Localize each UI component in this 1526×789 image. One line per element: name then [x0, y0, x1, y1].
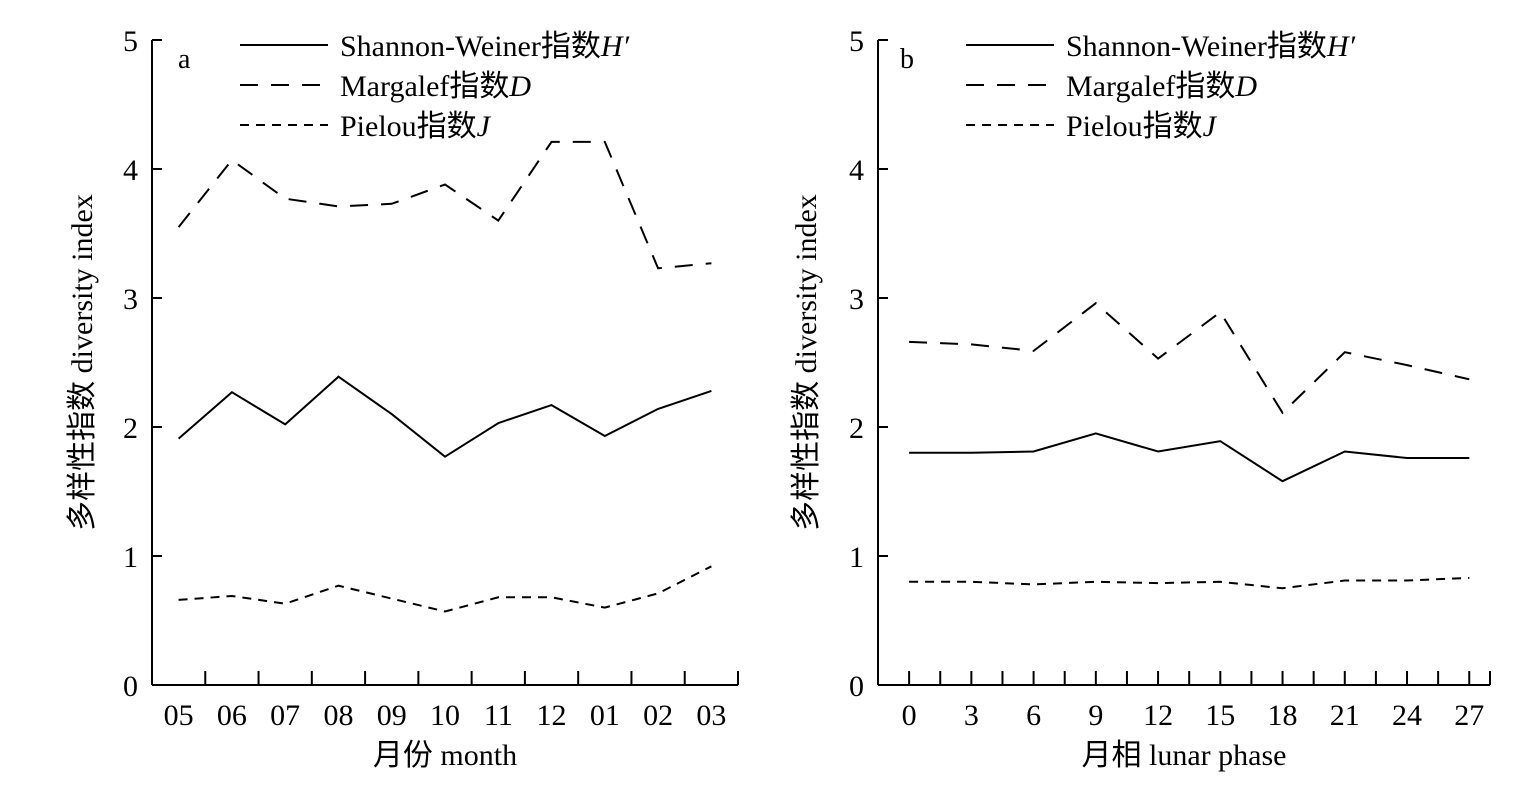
x-tick-label: 07	[270, 699, 300, 732]
y-tick-label: 3	[849, 283, 864, 316]
x-tick-label: 12	[537, 699, 567, 732]
series-line-solid	[177, 375, 712, 458]
series-line-solid	[909, 432, 1470, 483]
series-line-short-dash	[909, 576, 1470, 590]
x-tick-label: 09	[377, 699, 407, 732]
series-line-long-dash	[909, 301, 1470, 415]
series-line-short-dash	[178, 565, 712, 613]
x-tick-label: 03	[696, 699, 726, 732]
x-tick-label: 06	[217, 699, 247, 732]
y-axis-title: 多样性指数 diversity index	[66, 194, 99, 531]
y-tick-label: 0	[123, 670, 138, 703]
legend-label: Margalef指数D	[1066, 70, 1257, 103]
legend-label: Margalef指数D	[340, 70, 531, 103]
x-tick-label: 12	[1143, 699, 1173, 732]
y-tick-label: 3	[123, 283, 138, 316]
x-tick-label: 15	[1205, 699, 1235, 732]
x-tick-label: 3	[964, 699, 979, 732]
y-tick-label: 4	[849, 154, 864, 187]
x-tick-label: 01	[590, 699, 620, 732]
x-tick-label: 18	[1268, 699, 1298, 732]
legend-label: Shannon-Weiner指数H′	[340, 30, 630, 63]
x-tick-label: 08	[323, 699, 353, 732]
y-tick-label: 0	[849, 670, 864, 703]
panel-letter: b	[900, 44, 914, 75]
x-tick-label: 24	[1392, 699, 1422, 732]
legend-label: Pielou指数J	[1066, 110, 1218, 143]
x-tick-label: 11	[484, 699, 513, 732]
panel-letter: a	[178, 44, 191, 75]
x-tick-label: 9	[1088, 699, 1103, 732]
x-tick-label: 05	[164, 699, 194, 732]
legend-label: Shannon-Weiner指数H′	[1066, 30, 1356, 63]
y-tick-label: 2	[849, 412, 864, 445]
y-tick-label: 2	[123, 412, 138, 445]
series-line-long-dash	[177, 140, 712, 270]
x-tick-label: 10	[430, 699, 460, 732]
y-tick-label: 5	[849, 25, 864, 58]
x-axis-title: 月份 month	[373, 739, 517, 772]
x-tick-label: 21	[1330, 699, 1360, 732]
y-tick-label: 4	[123, 154, 138, 187]
x-tick-label: 27	[1454, 699, 1484, 732]
y-axis-title: 多样性指数 diversity index	[790, 194, 823, 531]
y-tick-label: 1	[123, 541, 138, 574]
x-tick-label: 0	[902, 699, 917, 732]
legend-label: Pielou指数J	[340, 110, 492, 143]
x-tick-label: 6	[1026, 699, 1041, 732]
y-tick-label: 1	[849, 541, 864, 574]
x-tick-label: 02	[643, 699, 673, 732]
x-axis-title: 月相 lunar phase	[1082, 739, 1287, 772]
y-tick-label: 5	[123, 25, 138, 58]
